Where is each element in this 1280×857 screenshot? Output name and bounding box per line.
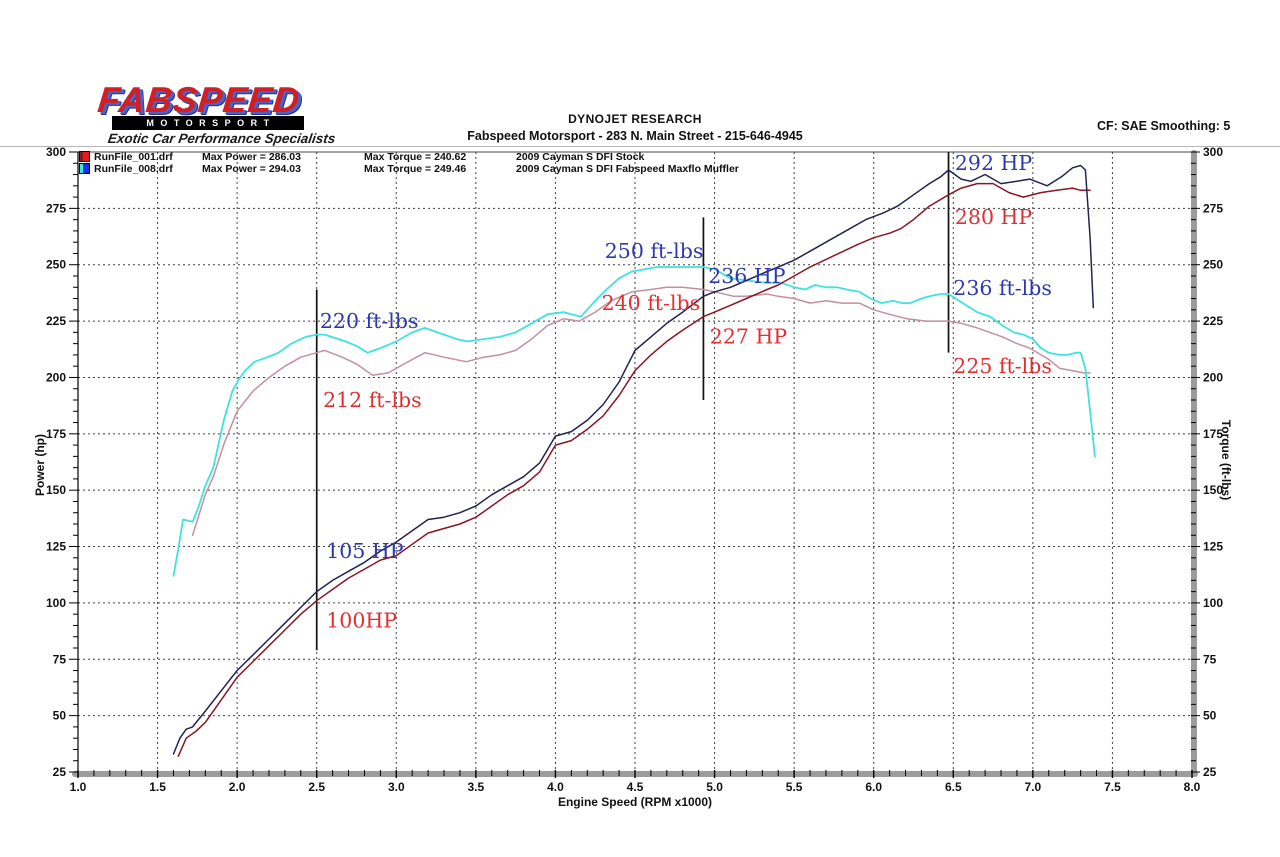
svg-text:225 ft-lbs: 225 ft-lbs [953, 354, 1052, 378]
dynojet-title: DYNOJET RESEARCH [568, 112, 702, 126]
svg-text:1.0: 1.0 [70, 780, 87, 794]
stock-run-file: RunFile_001.drf [94, 150, 173, 163]
svg-text:225: 225 [1203, 314, 1223, 328]
fabspeed-run-desc: 2009 Cayman S DFI Fabspeed Maxflo Muffle… [516, 162, 739, 175]
svg-text:Torque (ft-lbs): Torque (ft-lbs) [1219, 420, 1233, 500]
svg-text:175: 175 [1203, 427, 1223, 441]
svg-text:50: 50 [1203, 709, 1217, 723]
svg-text:6.5: 6.5 [945, 780, 962, 794]
svg-text:50: 50 [53, 709, 67, 723]
legend-row-stock: RunFile_001.drf Max Power = 286.03 Max T… [79, 150, 739, 163]
svg-text:5.5: 5.5 [786, 780, 803, 794]
svg-text:292 HP: 292 HP [955, 151, 1033, 175]
svg-text:225: 225 [46, 314, 66, 328]
fabspeed-logo: FABSPEED MOTORSPORT Exotic Car Performan… [96, 79, 337, 146]
svg-text:150: 150 [46, 483, 66, 497]
legend-row-fabspeed: RunFile_008.drf Max Power = 294.03 Max T… [79, 162, 739, 175]
svg-text:212 ft-lbs: 212 ft-lbs [323, 388, 422, 412]
svg-text:25: 25 [53, 765, 67, 779]
fabspeed-max-torque: Max Torque = 249.46 [364, 162, 467, 175]
svg-text:250: 250 [1203, 258, 1223, 272]
fabspeed-run-swatch-icon [79, 163, 90, 174]
svg-text:2.0: 2.0 [229, 780, 246, 794]
svg-text:150: 150 [1203, 483, 1223, 497]
stock-run-swatch-icon [79, 151, 90, 162]
chart-title-block: DYNOJET RESEARCH Fabspeed Motorsport - 2… [0, 112, 1270, 143]
svg-text:2.5: 2.5 [308, 780, 325, 794]
svg-text:3.0: 3.0 [388, 780, 405, 794]
svg-text:250 ft-lbs: 250 ft-lbs [605, 239, 704, 263]
svg-text:6.0: 6.0 [865, 780, 882, 794]
svg-text:200: 200 [46, 370, 66, 384]
svg-text:125: 125 [1203, 540, 1223, 554]
svg-text:250: 250 [46, 258, 66, 272]
svg-text:175: 175 [46, 427, 66, 441]
svg-text:200: 200 [1203, 370, 1223, 384]
svg-text:220 ft-lbs: 220 ft-lbs [320, 309, 419, 333]
run-legend: RunFile_001.drf Max Power = 286.03 Max T… [79, 151, 739, 175]
shop-address-line: Fabspeed Motorsport - 283 N. Main Street… [467, 129, 803, 143]
svg-text:275: 275 [46, 201, 66, 215]
svg-text:75: 75 [1203, 652, 1217, 666]
fabspeed-run-file: RunFile_008.drf [94, 162, 173, 175]
svg-text:125: 125 [46, 540, 66, 554]
svg-text:100HP: 100HP [326, 609, 397, 633]
svg-text:1.5: 1.5 [149, 780, 166, 794]
stock-max-torque: Max Torque = 240.62 [364, 150, 467, 163]
svg-text:Power (hp): Power (hp) [33, 434, 47, 496]
svg-text:8.0: 8.0 [1184, 780, 1201, 794]
svg-text:280 HP: 280 HP [955, 205, 1033, 229]
fabspeed-max-power: Max Power = 294.03 [202, 162, 301, 175]
svg-text:25: 25 [1203, 765, 1217, 779]
svg-text:275: 275 [1203, 201, 1223, 215]
correction-smoothing-label: CF: SAE Smoothing: 5 [1097, 119, 1231, 133]
stock-run-desc: 2009 Cayman S DFI Stock [516, 150, 645, 163]
svg-text:7.0: 7.0 [1025, 780, 1042, 794]
logo-motorsport-bar: MOTORSPORT [112, 116, 304, 130]
svg-text:100: 100 [1203, 596, 1223, 610]
svg-text:4.5: 4.5 [627, 780, 644, 794]
svg-text:100: 100 [46, 596, 66, 610]
svg-text:3.5: 3.5 [468, 780, 485, 794]
svg-text:240 ft-lbs: 240 ft-lbs [602, 291, 701, 315]
stock-max-power: Max Power = 286.03 [202, 150, 301, 163]
svg-text:227 HP: 227 HP [710, 325, 788, 349]
svg-text:300: 300 [1203, 145, 1223, 159]
header-divider [0, 146, 1280, 147]
svg-text:300: 300 [46, 145, 66, 159]
svg-text:236 ft-lbs: 236 ft-lbs [953, 276, 1052, 300]
svg-text:105 HP: 105 HP [326, 539, 404, 563]
svg-text:7.5: 7.5 [1104, 780, 1121, 794]
svg-text:5.0: 5.0 [706, 780, 723, 794]
svg-text:4.0: 4.0 [547, 780, 564, 794]
svg-text:75: 75 [53, 652, 67, 666]
svg-text:Engine Speed (RPM x1000): Engine Speed (RPM x1000) [558, 795, 712, 809]
svg-text:236 HP: 236 HP [708, 264, 786, 288]
